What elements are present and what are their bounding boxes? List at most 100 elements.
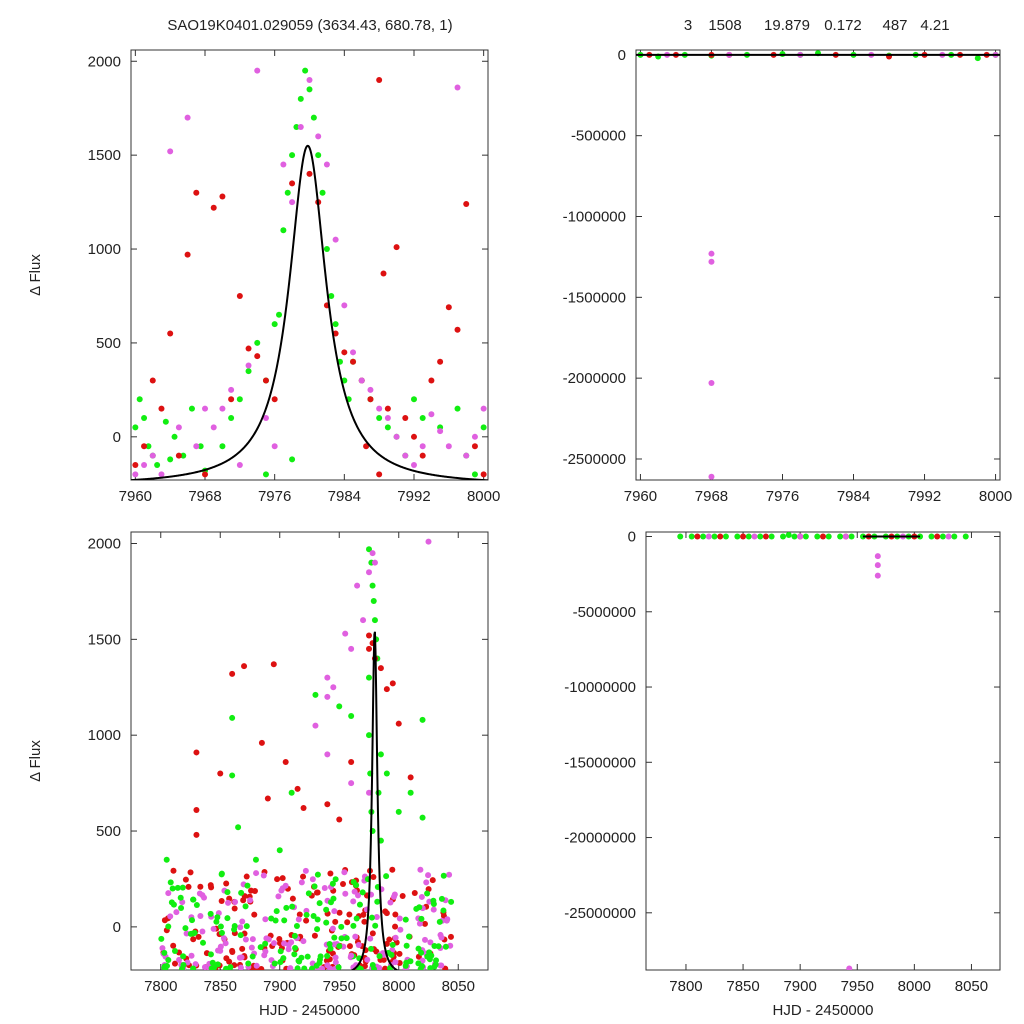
data-point-red bbox=[340, 880, 347, 887]
data-point-red bbox=[336, 816, 343, 823]
data-point-pink bbox=[396, 915, 403, 922]
data-point-red bbox=[251, 911, 258, 918]
data-point-red bbox=[190, 936, 197, 943]
data-point-pink bbox=[262, 415, 269, 422]
panel-bottom-left: 7800 7850 7900 7950 8000 8050 0 500 1000 1500 2000… bbox=[27, 531, 489, 1019]
data-point-green bbox=[745, 533, 752, 540]
data-point-pink bbox=[280, 161, 287, 168]
data-point-green bbox=[277, 948, 284, 955]
data-point-red bbox=[276, 935, 283, 942]
data-point-pink bbox=[376, 964, 383, 970]
data-point-green bbox=[366, 732, 372, 739]
data-point-red bbox=[245, 345, 252, 352]
data-point-pink bbox=[282, 882, 289, 889]
data-point-pink bbox=[149, 452, 156, 459]
data-point-pink bbox=[249, 936, 256, 943]
x-tick-label: 7900 bbox=[263, 978, 296, 995]
data-point-green bbox=[200, 939, 207, 946]
x-tick-label: 7984 bbox=[328, 488, 361, 505]
data-point-pink bbox=[159, 945, 166, 952]
data-point-green bbox=[291, 932, 298, 939]
data-point-green bbox=[711, 533, 718, 540]
x-tick-label: 8000 bbox=[382, 978, 415, 995]
data-point-pink bbox=[350, 349, 357, 356]
data-point-red bbox=[207, 882, 214, 889]
data-point-green bbox=[480, 424, 487, 431]
data-point-pink bbox=[165, 890, 172, 897]
data-point-pink bbox=[332, 959, 339, 966]
data-point-green bbox=[951, 533, 958, 540]
data-point-green bbox=[158, 935, 165, 942]
data-point-red bbox=[210, 204, 217, 211]
data-point-green bbox=[292, 945, 299, 952]
data-point-pink bbox=[358, 377, 365, 384]
data-point-red bbox=[274, 876, 281, 883]
data-point-red bbox=[332, 918, 339, 925]
data-point-green bbox=[242, 903, 249, 910]
data-point-pink bbox=[324, 962, 331, 969]
data-point-green bbox=[311, 883, 318, 890]
data-point-pink bbox=[295, 916, 302, 923]
data-point-red bbox=[289, 180, 296, 187]
data-point-red bbox=[187, 869, 194, 876]
data-point-green bbox=[197, 443, 204, 450]
data-point-red bbox=[396, 950, 403, 957]
data-point-red bbox=[251, 887, 258, 894]
data-point-green bbox=[424, 890, 431, 897]
data-point-red bbox=[341, 349, 348, 356]
data-point-green bbox=[288, 789, 295, 796]
data-point-red bbox=[350, 358, 357, 365]
data-point-pink bbox=[167, 913, 174, 920]
data-point-pink bbox=[430, 906, 437, 913]
data-point-pink bbox=[219, 405, 226, 412]
data-point-pink bbox=[874, 562, 881, 569]
data-point-green bbox=[213, 918, 220, 925]
data-point-green bbox=[190, 896, 197, 903]
data-point-pink bbox=[708, 380, 715, 387]
data-point-red bbox=[228, 396, 235, 403]
model-curve bbox=[350, 631, 399, 970]
data-point-green bbox=[273, 908, 280, 915]
data-point-green bbox=[276, 847, 283, 854]
data-point-red bbox=[336, 909, 343, 916]
data-point-pink bbox=[352, 933, 359, 940]
data-point-green bbox=[419, 814, 426, 821]
y-tick-label: 1500 bbox=[88, 631, 121, 648]
data-point-green bbox=[348, 713, 355, 720]
y-tick-label: 1500 bbox=[88, 147, 121, 164]
data-point-pink bbox=[437, 931, 444, 938]
data-point-pink bbox=[751, 533, 758, 540]
data-point-red bbox=[382, 965, 389, 970]
data-point-green bbox=[722, 533, 729, 540]
data-point-pink bbox=[360, 617, 367, 624]
data-point-pink bbox=[286, 965, 293, 970]
x-tick-label: 8000 bbox=[898, 978, 931, 995]
data-point-red bbox=[294, 785, 301, 792]
data-point-green bbox=[688, 533, 695, 540]
data-point-pink bbox=[443, 917, 450, 924]
y-tick-label: 0 bbox=[113, 919, 121, 936]
data-point-pink bbox=[373, 913, 380, 920]
data-point-pink bbox=[225, 899, 232, 906]
x-tick-label: 7992 bbox=[908, 488, 941, 505]
data-point-green bbox=[218, 929, 225, 936]
data-point-red bbox=[762, 533, 769, 540]
data-point-pink bbox=[324, 693, 331, 700]
data-point-pink bbox=[298, 879, 305, 886]
data-point-pink bbox=[366, 789, 372, 796]
x-tick-label: 7992 bbox=[397, 488, 430, 505]
data-point-red bbox=[270, 661, 277, 668]
data-point-green bbox=[440, 907, 447, 914]
data-point-green bbox=[336, 703, 343, 710]
data-point-pink bbox=[197, 912, 204, 919]
data-point-pink bbox=[367, 386, 374, 393]
data-point-green bbox=[332, 876, 339, 883]
data-point-green bbox=[243, 923, 250, 930]
data-point-green bbox=[228, 415, 235, 422]
data-point-pink bbox=[201, 894, 208, 901]
data-point-red bbox=[193, 831, 200, 838]
data-point-red bbox=[303, 917, 310, 924]
data-point-green bbox=[328, 292, 335, 299]
data-point-pink bbox=[176, 956, 183, 963]
